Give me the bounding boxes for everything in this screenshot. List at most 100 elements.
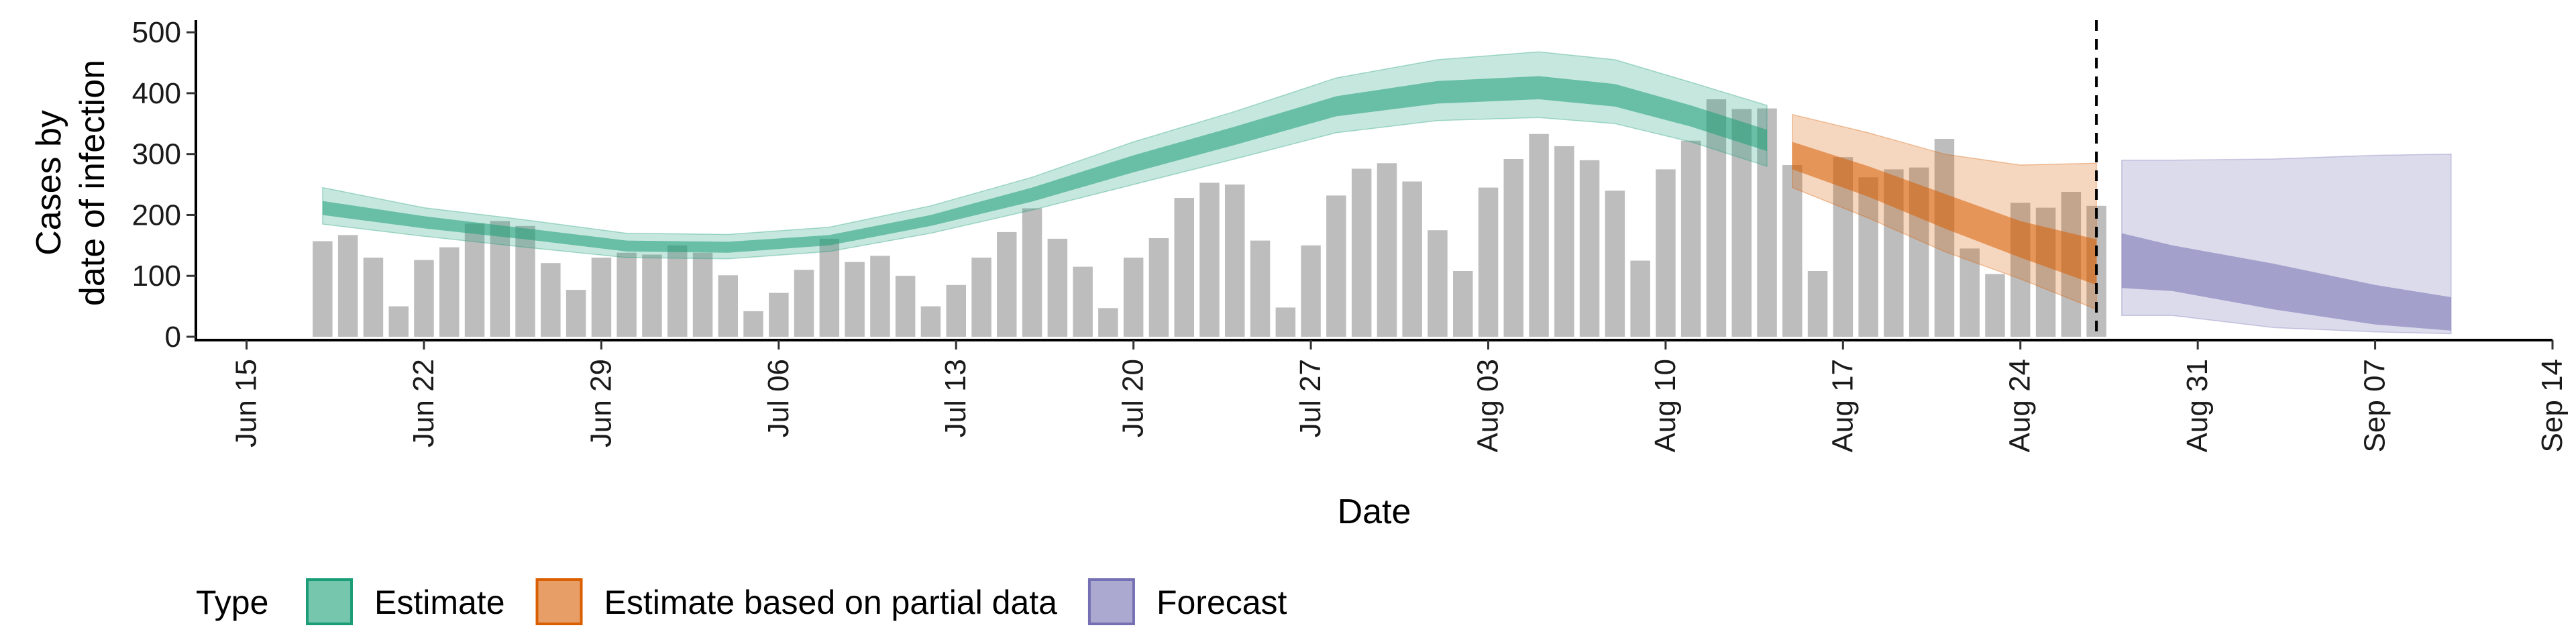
bar — [1402, 181, 1422, 337]
y-tick-label: 300 — [132, 138, 181, 171]
legend-key-estimate — [306, 578, 353, 625]
bar — [1225, 184, 1245, 337]
ribbons-layer — [322, 51, 2452, 335]
bar — [1377, 163, 1397, 337]
x-tick-label: Sep 14 — [2536, 359, 2569, 452]
bar — [870, 256, 890, 337]
bar — [845, 262, 865, 337]
bar — [1782, 165, 1803, 337]
bar — [946, 284, 966, 337]
bar — [591, 258, 612, 337]
bar — [769, 292, 789, 337]
estimate-band-50 — [322, 76, 1768, 253]
bar — [1478, 187, 1499, 337]
legend-label-forecast: Forecast — [1157, 584, 1287, 621]
bar — [1934, 139, 1955, 337]
y-axis-title-line-2: date of infection — [73, 60, 112, 306]
bar — [1148, 238, 1169, 337]
bar — [1503, 159, 1523, 337]
x-tick-label: Jul 13 — [939, 359, 972, 437]
bar — [819, 238, 840, 337]
bar — [997, 231, 1017, 337]
y-tick-label: 500 — [132, 16, 181, 49]
x-axis-title: Date — [1338, 492, 1411, 531]
bar — [1098, 308, 1118, 337]
bar — [1858, 177, 1878, 337]
x-tick-label: Jun 29 — [584, 359, 617, 447]
bar — [667, 245, 688, 337]
bars-layer — [313, 99, 2106, 337]
bar — [1275, 307, 1296, 337]
bar — [1554, 146, 1574, 337]
bar — [1985, 274, 2005, 337]
legend: Type Estimate Estimate based on partial d… — [196, 578, 1287, 625]
axes-layer: 0 100 200 300 400 500 Jun 15 Jun 22 Jun 29 Jul 06… — [132, 16, 2569, 452]
x-tick-label: Aug 24 — [2004, 359, 2037, 452]
bar — [1073, 266, 1093, 337]
bar — [388, 306, 409, 337]
legend-title: Type — [196, 584, 268, 621]
bar — [1123, 258, 1144, 337]
bar — [920, 306, 941, 337]
x-tick-label: Aug 03 — [1471, 359, 1504, 452]
bar — [464, 223, 485, 337]
x-tick-label: Sep 07 — [2359, 359, 2392, 452]
bar — [1047, 238, 1068, 337]
bar — [541, 263, 561, 337]
bar — [313, 241, 333, 337]
bar — [1301, 245, 1321, 337]
y-tick-label: 0 — [165, 321, 181, 354]
bar — [971, 258, 991, 337]
bar — [1453, 271, 1473, 337]
bar — [1326, 195, 1346, 337]
bar — [692, 252, 713, 337]
x-tick-label: Aug 31 — [2181, 359, 2214, 452]
bar — [1630, 260, 1650, 337]
bar — [1731, 109, 1752, 337]
bar — [1199, 182, 1220, 337]
bar — [515, 225, 535, 337]
legend-label-estimate-based-on-partial-data: Estimate based on partial data — [604, 584, 1058, 621]
bar — [1579, 160, 1600, 337]
bar — [1960, 248, 1980, 337]
x-tick-label: Aug 10 — [1649, 359, 1682, 452]
bar — [1428, 230, 1448, 337]
bar — [414, 260, 434, 337]
bar — [718, 275, 738, 337]
bar — [616, 252, 637, 337]
bar — [895, 276, 916, 337]
bar — [743, 311, 763, 337]
bar — [1656, 169, 1676, 337]
bar — [1706, 99, 1727, 337]
bar — [337, 235, 358, 337]
estimate-based-on-partial-data-band-50 — [1792, 142, 2097, 285]
bar — [1605, 191, 1625, 337]
legend-key-forecast — [1087, 578, 1135, 625]
bar — [439, 247, 460, 337]
bar — [642, 254, 662, 337]
bar — [1529, 133, 1549, 337]
x-tick-label: Jul 27 — [1294, 359, 1327, 437]
bar — [1174, 198, 1194, 337]
bar — [1680, 140, 1701, 337]
x-tick-label: Jun 15 — [230, 359, 263, 447]
y-tick-label: 100 — [132, 260, 181, 292]
x-tick-label: Aug 17 — [1826, 359, 1859, 452]
legend-key-estimate-based-on-partial-data — [535, 578, 583, 625]
bar — [566, 290, 586, 337]
bar — [363, 258, 384, 337]
bar — [1250, 240, 1271, 337]
bar — [490, 221, 511, 337]
legend-label-estimate: Estimate — [374, 584, 505, 621]
y-tick-label: 200 — [132, 199, 181, 231]
bar — [1807, 271, 1828, 337]
x-tick-label: Jun 22 — [407, 359, 440, 447]
x-tick-label: Jul 20 — [1117, 359, 1150, 437]
y-tick-label: 400 — [132, 77, 181, 110]
bar — [1351, 168, 1372, 337]
bar — [1022, 208, 1042, 337]
bar — [794, 270, 814, 337]
x-tick-label: Jul 06 — [762, 359, 795, 437]
y-axis-title-line-1: Cases by — [30, 110, 68, 256]
